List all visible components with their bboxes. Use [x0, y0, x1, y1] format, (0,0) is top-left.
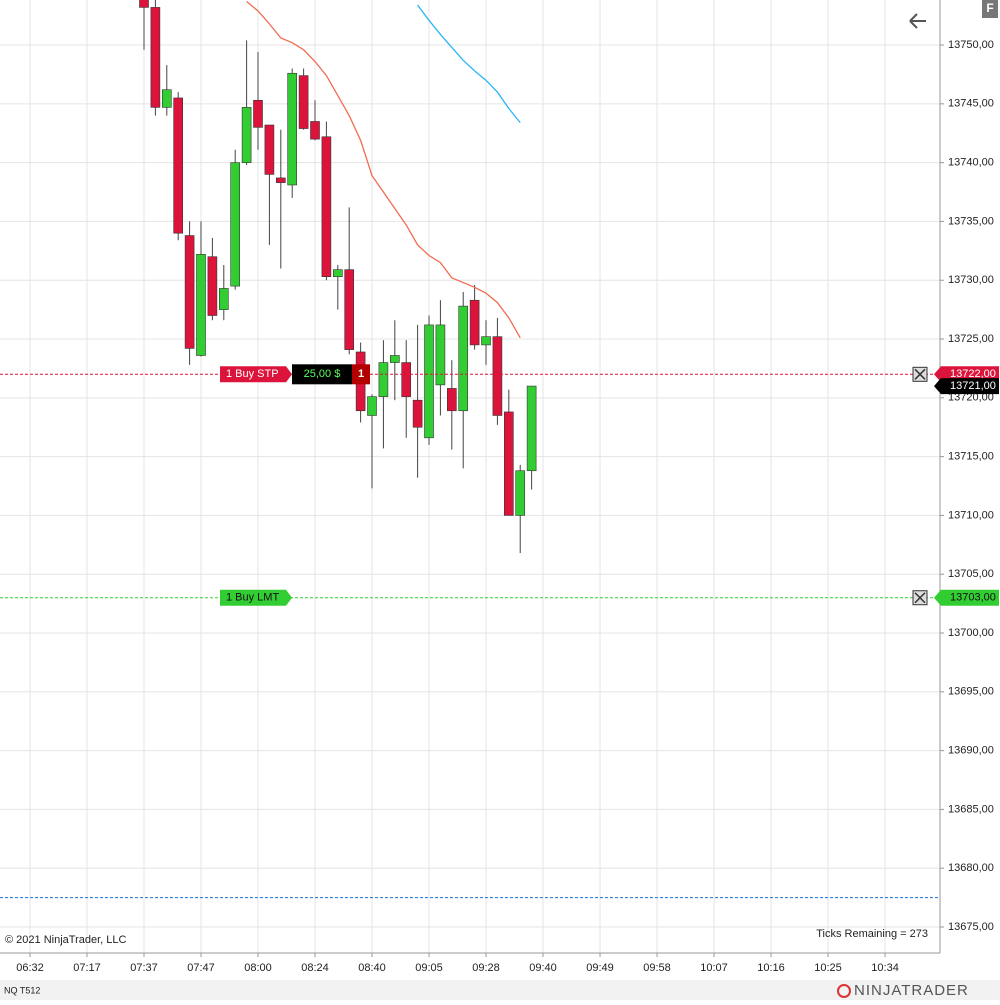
candle-body	[526, 385, 537, 472]
order-label-box[interactable]	[220, 366, 292, 383]
x-tick-label: 06:32	[16, 962, 44, 974]
x-tick-label: 07:47	[187, 962, 215, 974]
x-tick-label: 10:34	[871, 962, 899, 974]
candle-body	[504, 411, 514, 516]
candle-body	[321, 136, 332, 278]
price-marker-label: 13722,00	[950, 368, 996, 380]
pnl-box	[292, 364, 352, 385]
candle-body	[287, 72, 298, 186]
x-tick-label: 09:40	[529, 962, 557, 974]
x-tick-label: 09:05	[415, 962, 443, 974]
indicator-line	[246, 1, 521, 339]
y-tick-label: 13685,00	[948, 803, 994, 815]
copyright: © 2021 NinjaTrader, LLC	[5, 934, 126, 946]
y-tick-label: 13710,00	[948, 509, 994, 521]
y-tick-label: 13705,00	[948, 568, 994, 580]
last-price-marker	[934, 378, 999, 395]
order-label: 1 Buy STP	[226, 368, 279, 380]
candle-body	[390, 355, 400, 363]
button-label[interactable]: F	[986, 1, 993, 15]
plot-area	[0, 0, 940, 899]
candle-body	[447, 388, 457, 412]
candle-body	[424, 324, 434, 439]
candle-body	[139, 0, 149, 8]
grid	[0, 0, 940, 953]
x-tick-label: 10:07	[700, 962, 728, 974]
candle-body	[481, 336, 491, 346]
candle-body	[298, 75, 309, 129]
y-tick-label: 13690,00	[948, 745, 994, 757]
candle-body	[230, 162, 240, 287]
y-tick-label: 13675,00	[948, 921, 994, 933]
candle-body	[276, 177, 286, 183]
x-tick-label: 07:17	[73, 962, 101, 974]
x-tick-label: 09:28	[472, 962, 500, 974]
x-tick-label: 09:49	[586, 962, 614, 974]
candle-body	[367, 396, 377, 416]
candle-body	[469, 299, 480, 346]
y-tick-label: 13700,00	[948, 627, 994, 639]
candle-body	[150, 7, 161, 108]
status-text: Ticks Remaining = 273	[816, 928, 928, 940]
candle-body	[310, 121, 320, 140]
candle-body	[173, 97, 183, 234]
candle-body	[344, 269, 355, 350]
candle-body	[458, 305, 469, 412]
indicator-line	[417, 4, 521, 124]
y-tick-label: 13715,00	[948, 451, 994, 463]
y-tick-label: 13720,00	[948, 392, 994, 404]
candle-body	[492, 336, 503, 416]
logo-icon	[837, 984, 851, 998]
order-label: 1 Buy LMT	[226, 592, 279, 604]
y-tick-label: 13745,00	[948, 98, 994, 110]
back-arrow[interactable]	[909, 13, 926, 29]
logo: NINJATRADER	[854, 982, 969, 999]
cancel-icon[interactable]	[914, 592, 926, 604]
x-tick-label: 09:58	[643, 962, 671, 974]
candle-body	[218, 288, 229, 310]
instrument: NQ T512	[4, 985, 40, 995]
candle-body	[435, 324, 446, 386]
f-button[interactable]	[982, 0, 998, 18]
y-tick-label: 13750,00	[948, 39, 994, 51]
y-tick-label: 13730,00	[948, 274, 994, 286]
candle-body	[184, 235, 195, 349]
candle-body	[412, 399, 423, 428]
candle-body	[515, 470, 526, 516]
pnl-label: 25,00 $	[304, 368, 341, 380]
y-tick-label: 13740,00	[948, 157, 994, 169]
candle-body	[401, 362, 412, 397]
candle-body	[264, 124, 275, 175]
y-tick-label: 13680,00	[948, 862, 994, 874]
order-label-box[interactable]	[220, 589, 292, 606]
last-price-label: 13721,00	[950, 380, 996, 392]
price-marker-label: 13703,00	[950, 592, 996, 604]
x-tick-label: 10:16	[757, 962, 785, 974]
qty-label: 1	[358, 368, 364, 380]
x-tick-label: 08:24	[301, 962, 329, 974]
candle-body	[333, 269, 343, 278]
cancel-icon[interactable]	[914, 368, 926, 380]
candle-body	[241, 107, 252, 163]
status-bar	[0, 980, 1000, 1000]
candle-body	[253, 100, 263, 128]
price-marker	[934, 589, 999, 606]
x-tick-label: 07:37	[130, 962, 158, 974]
y-tick-label: 13725,00	[948, 333, 994, 345]
candle-body	[161, 89, 172, 108]
candle-body	[378, 362, 389, 397]
candle-body	[196, 254, 206, 356]
qty-box	[352, 364, 370, 385]
x-tick-label: 08:40	[358, 962, 386, 974]
x-tick-label: 08:00	[244, 962, 272, 974]
x-tick-label: 10:25	[814, 962, 842, 974]
y-tick-label: 13695,00	[948, 686, 994, 698]
y-tick-label: 13735,00	[948, 215, 994, 227]
candle-body	[207, 256, 218, 316]
